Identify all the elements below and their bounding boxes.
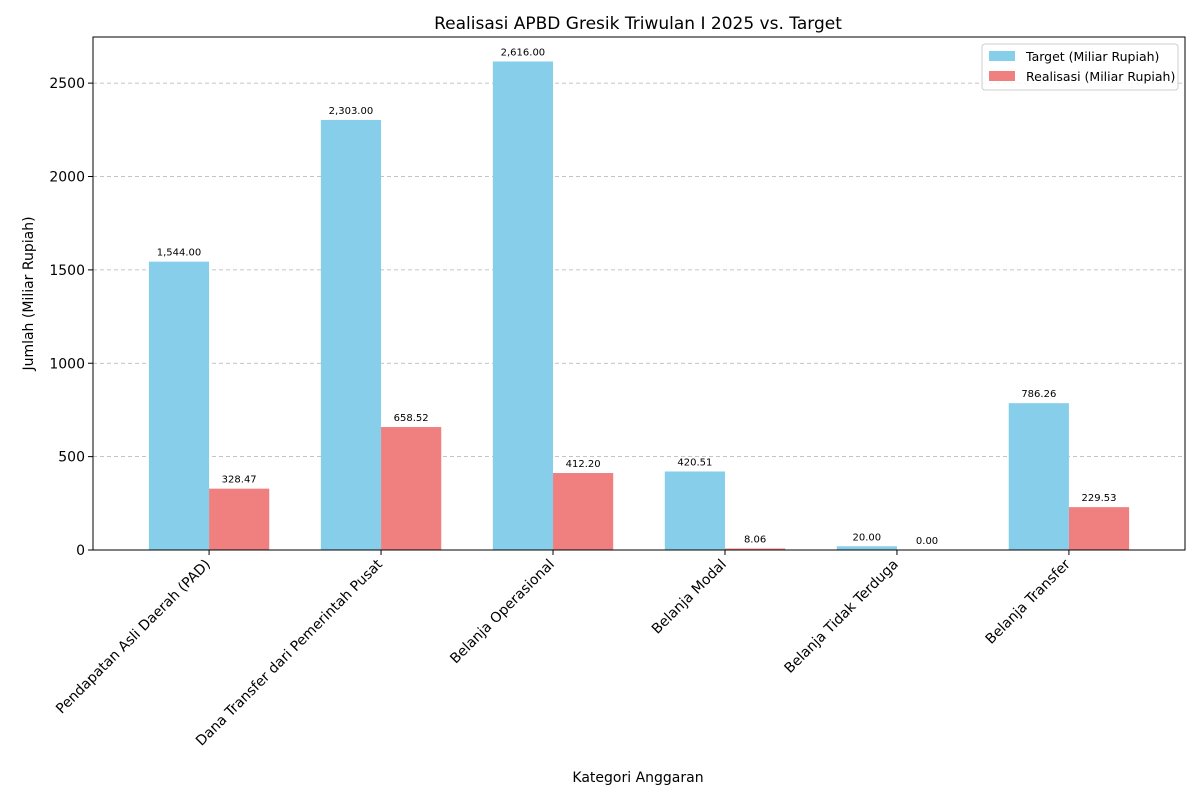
legend-swatch	[989, 71, 1015, 81]
bar-target	[836, 546, 897, 550]
x-axis: Pendapatan Asli Daerah (PAD)Dana Transfe…	[53, 550, 1074, 749]
x-axis-label: Kategori Anggaran	[572, 770, 703, 786]
chart-title: Realisasi APBD Gresik Triwulan I 2025 vs…	[434, 14, 842, 34]
data-label: 20.00	[853, 532, 882, 543]
x-tick-label: Belanja Operasional	[447, 557, 558, 668]
legend-entry: Target (Miliar Rupiah)	[1025, 49, 1159, 64]
bar-target	[148, 261, 210, 550]
plot-frame	[92, 36, 1186, 551]
y-tick-label: 2500	[49, 76, 85, 92]
data-label: 2,303.00	[329, 106, 374, 117]
data-label: 412.20	[566, 459, 601, 470]
bar-realisasi	[209, 488, 270, 550]
y-tick-label: 0	[76, 543, 85, 559]
legend: Target (Miliar Rupiah) Realisasi (Miliar …	[981, 43, 1179, 91]
y-tick-label: 1000	[49, 356, 85, 372]
data-label: 420.51	[677, 457, 712, 468]
data-label: 0.00	[916, 536, 938, 547]
data-label: 1,544.00	[157, 248, 202, 259]
x-tick-label: Belanja Transfer	[983, 556, 1074, 647]
bar-target	[664, 471, 725, 550]
legend-swatch	[989, 51, 1015, 61]
y-tick-label: 500	[58, 450, 85, 466]
y-tick-label: 1500	[49, 263, 85, 279]
grid	[93, 82, 1185, 458]
y-axis: 0 500 1000 1500 2000 2500	[49, 76, 93, 559]
bar-realisasi	[724, 548, 786, 550]
value-labels: 1,544.00 328.47 2,303.00 658.52 2,616.00 412.…	[157, 47, 1117, 547]
data-label: 229.53	[1082, 493, 1117, 504]
x-tick-label: Dana Transfer dari Pemerintah Pusat	[193, 556, 386, 749]
bar-target	[320, 119, 382, 551]
data-label: 328.47	[222, 475, 257, 486]
legend-box	[981, 43, 1179, 91]
data-label: 786.26	[1021, 389, 1056, 400]
x-tick-label: Pendapatan Asli Daerah (PAD)	[53, 557, 214, 718]
data-label: 2,616.00	[501, 47, 546, 58]
legend-entry: Realisasi (Miliar Rupiah)	[1026, 69, 1175, 84]
data-label: 8.06	[744, 534, 766, 545]
bar-realisasi	[1068, 507, 1130, 550]
bar-target	[492, 61, 554, 550]
data-label: 658.52	[394, 413, 429, 424]
y-tick-label: 2000	[49, 170, 85, 186]
bar-target	[1008, 403, 1069, 550]
bars	[148, 61, 1130, 551]
y-axis-label: Jumlah (Miliar Rupiah)	[21, 216, 37, 371]
x-tick-label: Belanja Tidak Terduga	[782, 557, 902, 677]
x-tick-label: Belanja Modal	[649, 557, 730, 638]
bar-realisasi	[553, 473, 614, 550]
bar-realisasi	[381, 427, 442, 550]
